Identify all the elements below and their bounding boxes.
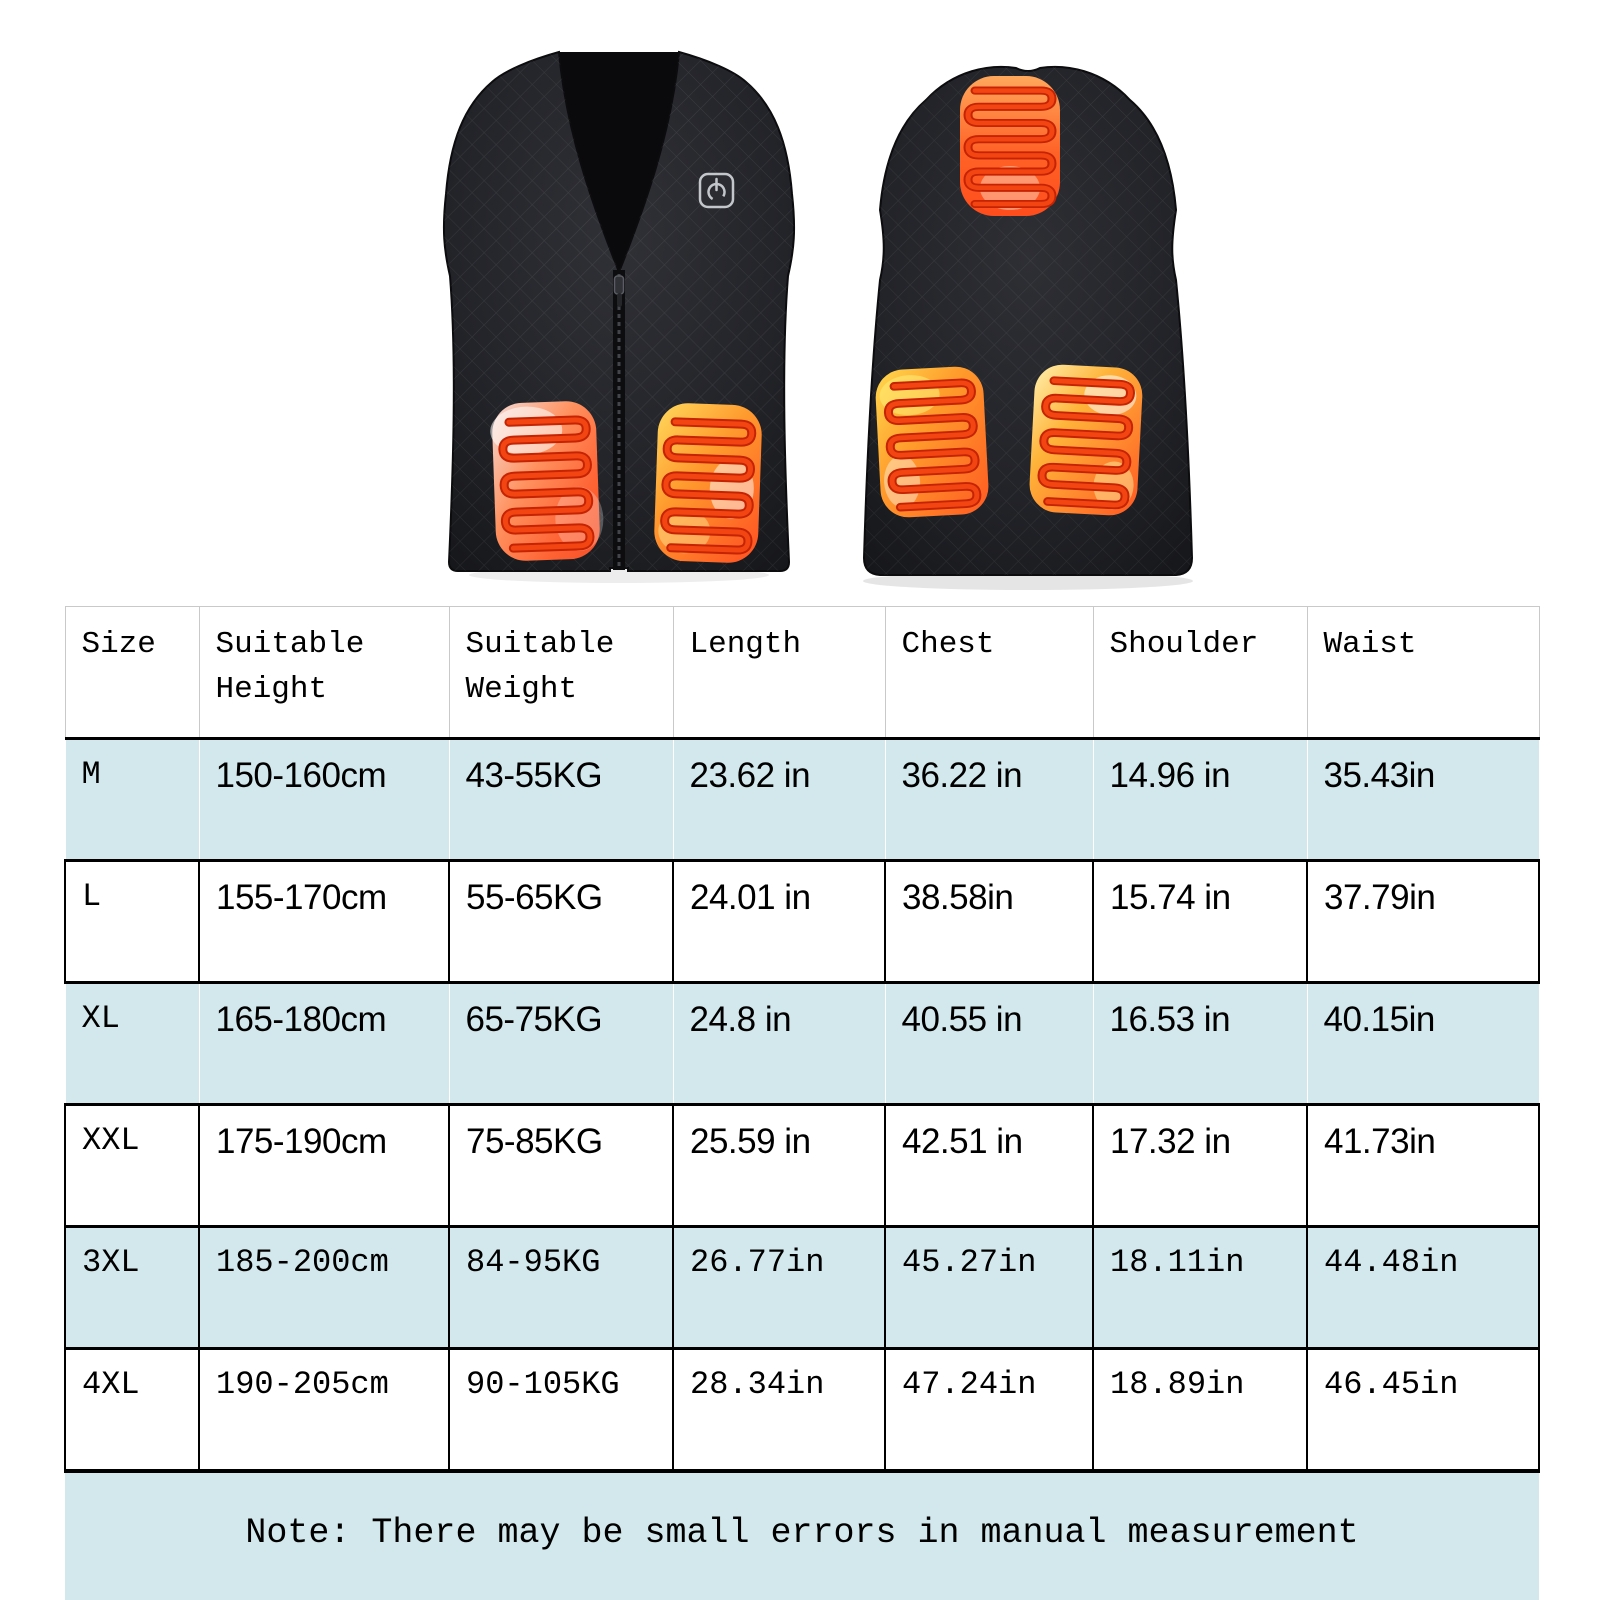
table-cell: 23.62 in	[672, 738, 886, 862]
table-cell: 84-95KG	[448, 1226, 674, 1350]
front-left-heating-pad	[490, 401, 604, 561]
header-cell-height: Suitable Height	[198, 606, 450, 740]
size-label: 4XL	[64, 1348, 200, 1473]
table-cell: 150-160cm	[198, 738, 450, 862]
size-row-4xl: 4XL 190-205cm 90-105KG 28.34in 47.24in 1…	[64, 1348, 1540, 1473]
header-cell-weight: Suitable Weight	[448, 606, 674, 740]
table-cell: 36.22 in	[884, 738, 1094, 862]
size-row-3xl: 3XL 185-200cm 84-95KG 26.77in 45.27in 18…	[64, 1226, 1540, 1350]
size-label: XL	[64, 982, 200, 1106]
table-cell: 42.51 in	[884, 1104, 1094, 1228]
back-shadow	[863, 572, 1193, 590]
table-cell: 28.34in	[672, 1348, 886, 1473]
table-cell: 190-205cm	[198, 1348, 450, 1473]
note-text: Note: There may be small errors in manua…	[65, 1470, 1539, 1600]
vest-front-graphic	[442, 50, 796, 583]
table-cell: 47.24in	[884, 1348, 1094, 1473]
header-cell-shoulder: Shoulder	[1092, 606, 1308, 740]
table-cell: 65-75KG	[448, 982, 674, 1106]
table-cell: 18.11in	[1092, 1226, 1308, 1350]
table-cell: 40.15in	[1306, 982, 1540, 1106]
header-cell-size: Size	[64, 606, 200, 740]
table-cell: 55-65KG	[448, 860, 674, 984]
front-collar-interior	[559, 52, 679, 272]
size-chart-table: Size Suitable Height Suitable Weight Len…	[64, 606, 1540, 1600]
size-label: M	[64, 738, 200, 862]
power-button-icon	[698, 172, 735, 209]
table-cell: 24.8 in	[672, 982, 886, 1106]
size-row-xl: XL 165-180cm 65-75KG 24.8 in 40.55 in 16…	[64, 982, 1540, 1106]
table-cell: 165-180cm	[198, 982, 450, 1106]
table-cell: 26.77in	[672, 1226, 886, 1350]
header-cell-length: Length	[672, 606, 886, 740]
table-cell: 17.32 in	[1092, 1104, 1308, 1228]
table-cell: 41.73in	[1306, 1104, 1540, 1228]
size-label: L	[64, 860, 200, 984]
size-row-l: L 155-170cm 55-65KG 24.01 in 38.58in 15.…	[64, 860, 1540, 984]
header-cell-chest: Chest	[884, 606, 1094, 740]
table-cell: 43-55KG	[448, 738, 674, 862]
size-label: XXL	[64, 1104, 200, 1228]
back-bottom-left-heating-pad	[875, 366, 989, 518]
table-cell: 185-200cm	[198, 1226, 450, 1350]
table-cell: 16.53 in	[1092, 982, 1308, 1106]
table-cell: 90-105KG	[448, 1348, 674, 1473]
table-cell: 14.96 in	[1092, 738, 1308, 862]
table-cell: 175-190cm	[198, 1104, 450, 1228]
vest-back-image	[862, 65, 1194, 590]
vest-back-graphic	[862, 65, 1194, 590]
back-top-heating-pad	[960, 76, 1060, 216]
table-cell: 15.74 in	[1092, 860, 1308, 984]
table-cell: 35.43in	[1306, 738, 1540, 862]
table-header-row: Size Suitable Height Suitable Weight Len…	[64, 606, 1540, 740]
size-row-m: M 150-160cm 43-55KG 23.62 in 36.22 in 14…	[64, 738, 1540, 862]
vest-front-image	[442, 50, 796, 583]
table-cell: 44.48in	[1306, 1226, 1540, 1350]
size-label: 3XL	[64, 1226, 200, 1350]
zipper	[613, 270, 625, 570]
front-right-heating-pad	[654, 403, 762, 563]
table-cell: 18.89in	[1092, 1348, 1308, 1473]
table-cell: 38.58in	[884, 860, 1094, 984]
note-row: Note: There may be small errors in manua…	[65, 1470, 1539, 1600]
header-cell-waist: Waist	[1306, 606, 1540, 740]
table-cell: 24.01 in	[672, 860, 886, 984]
back-bottom-right-heating-pad	[1029, 364, 1143, 516]
table-cell: 46.45in	[1306, 1348, 1540, 1473]
table-cell: 75-85KG	[448, 1104, 674, 1228]
size-row-xxl: XXL 175-190cm 75-85KG 25.59 in 42.51 in …	[64, 1104, 1540, 1228]
table-cell: 25.59 in	[672, 1104, 886, 1228]
table-cell: 155-170cm	[198, 860, 450, 984]
table-cell: 37.79in	[1306, 860, 1540, 984]
table-cell: 45.27in	[884, 1226, 1094, 1350]
table-cell: 40.55 in	[884, 982, 1094, 1106]
